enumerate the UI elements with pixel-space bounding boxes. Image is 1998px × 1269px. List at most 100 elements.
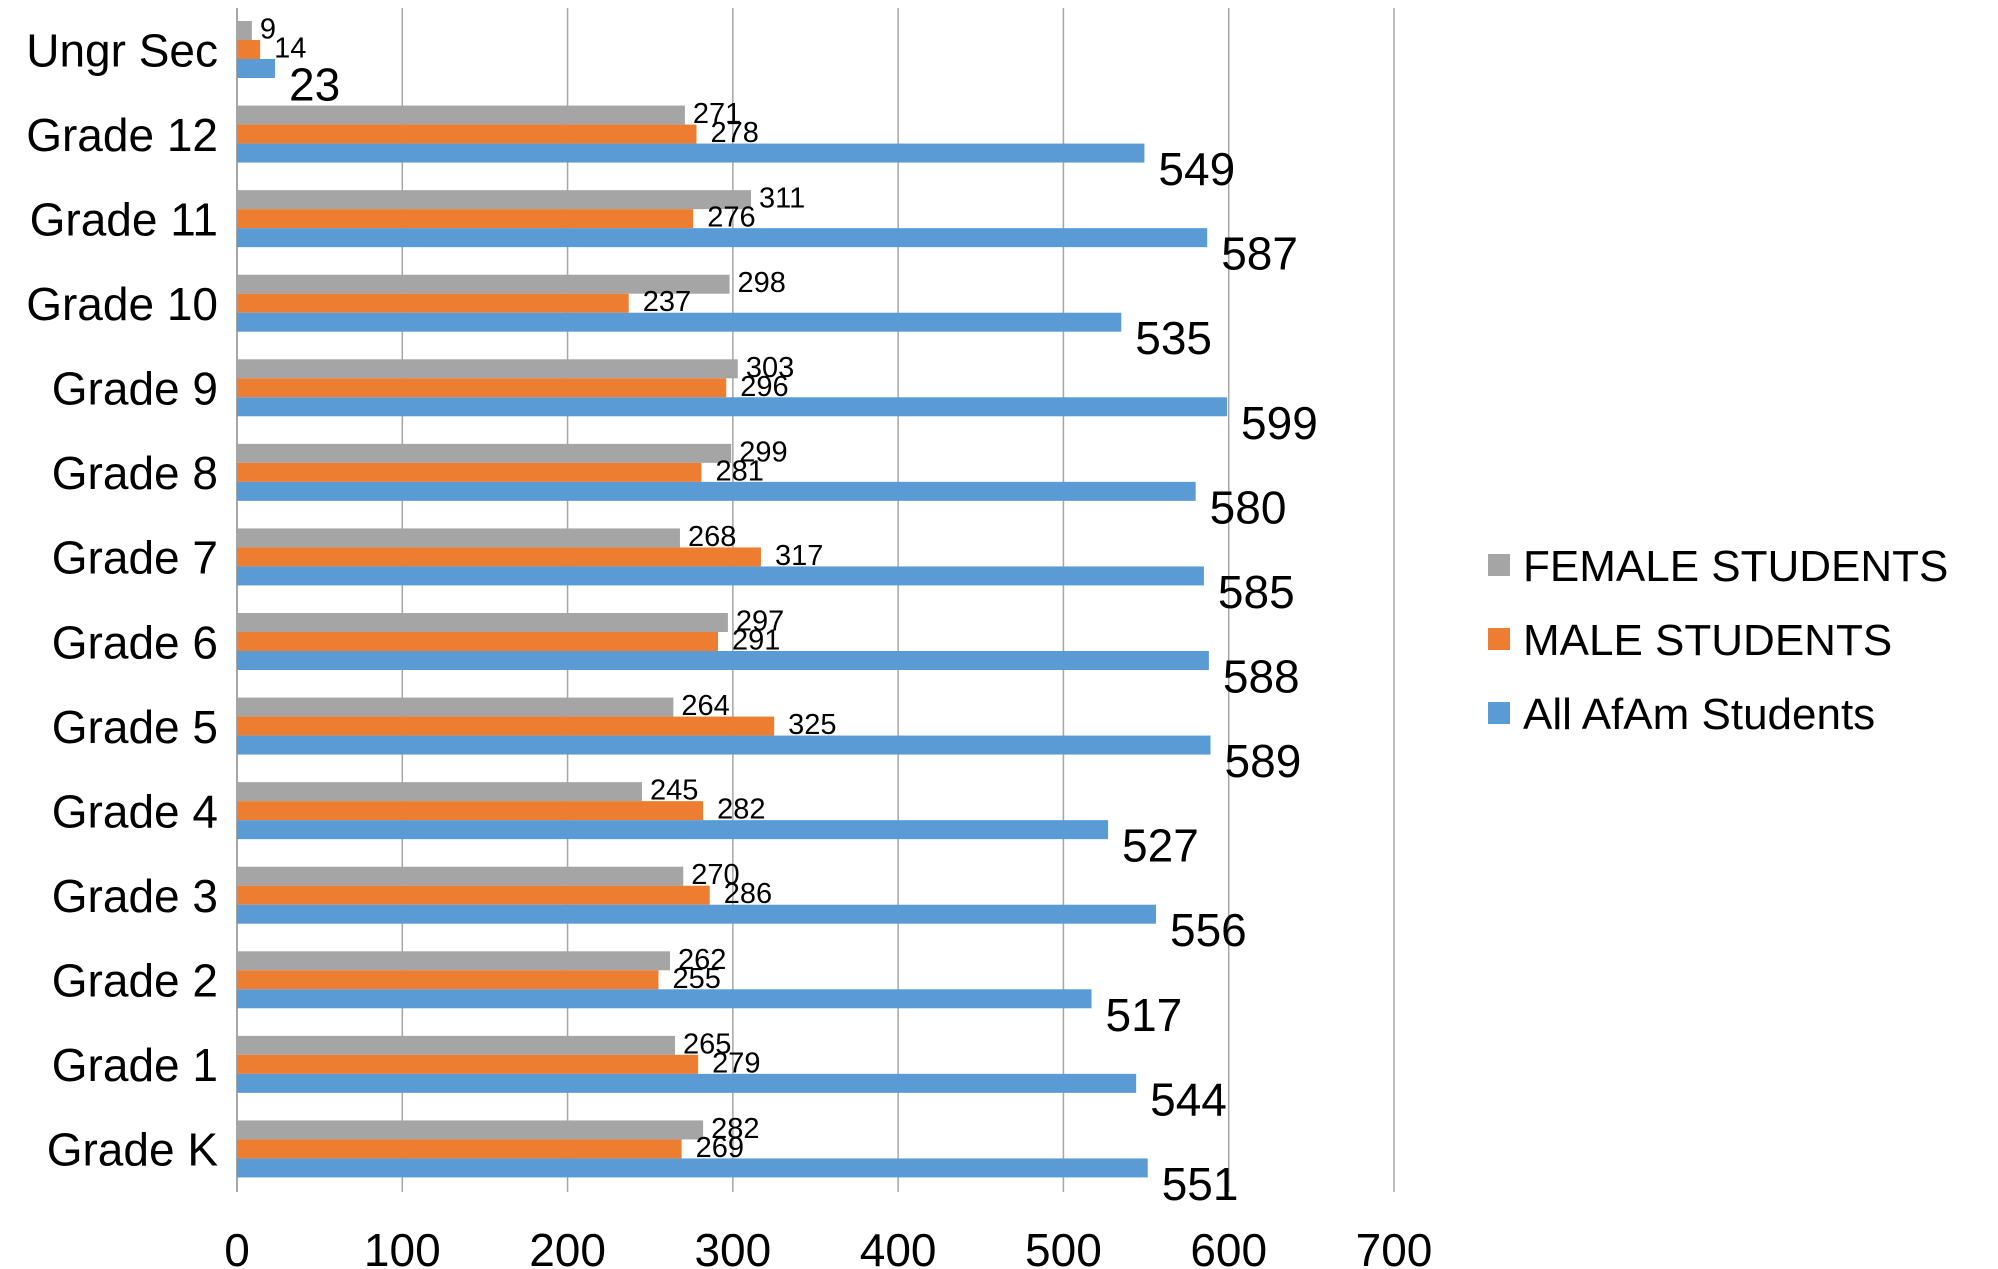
- x-tick-label: 0: [224, 1224, 250, 1269]
- x-tick-label: 600: [1190, 1224, 1267, 1269]
- bar: [237, 547, 761, 567]
- bar: [237, 124, 697, 144]
- data-label: 269: [696, 1132, 744, 1164]
- bar: [237, 359, 738, 379]
- bar: [237, 782, 642, 802]
- legend-label: MALE STUDENTS: [1523, 616, 1892, 665]
- data-label: 278: [710, 117, 758, 149]
- category-label: Grade 3: [52, 870, 218, 922]
- legend-swatch: [1488, 554, 1510, 576]
- bar: [237, 1073, 1137, 1093]
- data-label: 262: [678, 944, 726, 976]
- data-label: 245: [650, 775, 698, 807]
- bar: [237, 59, 276, 78]
- bar: [237, 820, 1109, 840]
- bar: [237, 462, 702, 482]
- category-label: Grade 11: [30, 193, 218, 245]
- data-label: 299: [739, 436, 787, 468]
- bar: [237, 397, 1228, 417]
- bar: [237, 105, 685, 125]
- legend-swatch: [1488, 628, 1510, 650]
- data-label: 535: [1135, 312, 1212, 364]
- bar: [237, 481, 1196, 501]
- bar: [237, 885, 710, 905]
- bar: [237, 293, 629, 313]
- x-tick-label: 500: [1025, 1224, 1102, 1269]
- bar: [237, 989, 1092, 1009]
- data-label: 279: [712, 1047, 760, 1079]
- data-label: 268: [688, 521, 736, 553]
- bar: [237, 801, 704, 821]
- data-label: 286: [724, 878, 772, 910]
- category-label: Grade 5: [52, 701, 218, 753]
- bar: [237, 735, 1211, 755]
- data-label: 549: [1158, 143, 1235, 195]
- data-label: 298: [738, 267, 786, 299]
- bar: [237, 1158, 1148, 1178]
- data-label: 544: [1150, 1073, 1227, 1125]
- data-label: 589: [1225, 735, 1302, 787]
- data-label: 14: [274, 33, 306, 65]
- category-label: Grade 9: [52, 363, 218, 415]
- legend[interactable]: FEMALE STUDENTS MALE STUDENTS All AfAm Stu…: [1488, 542, 1948, 739]
- category-label: Ungr Sec: [26, 24, 218, 76]
- x-tick-label: 100: [364, 1224, 441, 1269]
- data-label: 296: [740, 371, 788, 403]
- bar: [237, 143, 1145, 163]
- bar: [237, 716, 775, 736]
- bar: [237, 651, 1209, 670]
- x-tick-label: 200: [529, 1224, 606, 1269]
- data-label: 517: [1106, 989, 1183, 1041]
- bar: [237, 40, 261, 59]
- data-label: 311: [759, 183, 805, 215]
- category-label: Grade 7: [52, 532, 218, 584]
- legend-item[interactable]: All AfAm Students: [1488, 690, 1875, 739]
- data-label: 303: [746, 352, 794, 384]
- bar: [237, 566, 1204, 586]
- category-label: Grade 8: [52, 447, 218, 499]
- bar: [237, 378, 727, 398]
- bar: [237, 951, 671, 971]
- legend-item[interactable]: MALE STUDENTS: [1488, 616, 1892, 665]
- category-label: Grade 10: [26, 278, 218, 330]
- legend-label: FEMALE STUDENTS: [1523, 542, 1948, 591]
- data-label: 599: [1241, 397, 1318, 449]
- bar: [237, 1035, 676, 1055]
- bar: [237, 970, 659, 990]
- data-label: 265: [683, 1028, 731, 1060]
- value-axis: 0 100 200 300 400 500 600 700: [224, 1224, 1432, 1269]
- data-label: 297: [736, 606, 784, 638]
- bar: [237, 274, 730, 294]
- data-label: 255: [672, 963, 720, 995]
- legend-item[interactable]: FEMALE STUDENTS: [1488, 542, 1948, 591]
- bar: [237, 904, 1156, 924]
- data-label: 281: [715, 455, 763, 487]
- bar: [237, 1139, 682, 1159]
- category-label: Grade 6: [52, 616, 218, 668]
- data-label: 264: [681, 690, 729, 722]
- data-label: 556: [1170, 904, 1247, 956]
- bar: [237, 1054, 699, 1074]
- bar: [237, 697, 674, 717]
- data-label: 9: [260, 14, 276, 46]
- category-label: Grade 4: [52, 785, 218, 837]
- category-label: Grade 2: [52, 955, 218, 1007]
- category-label: Grade 12: [26, 109, 218, 161]
- data-label: 587: [1221, 228, 1298, 280]
- x-tick-label: 700: [1356, 1224, 1433, 1269]
- data-label: 325: [788, 709, 836, 741]
- data-label: 270: [691, 859, 739, 891]
- data-label: 291: [732, 625, 780, 657]
- bar: [237, 190, 752, 210]
- data-label: 282: [717, 794, 765, 826]
- data-label: 551: [1162, 1158, 1239, 1210]
- category-axis: Ungr Sec Grade 12 Grade 11 Grade 10 Grade 9 G…: [26, 24, 218, 1175]
- data-label: 282: [711, 1113, 759, 1145]
- data-label: 237: [643, 286, 691, 318]
- bar: [237, 632, 718, 651]
- bar: [237, 21, 252, 40]
- bar: [237, 228, 1208, 248]
- x-tick-label: 400: [860, 1224, 937, 1269]
